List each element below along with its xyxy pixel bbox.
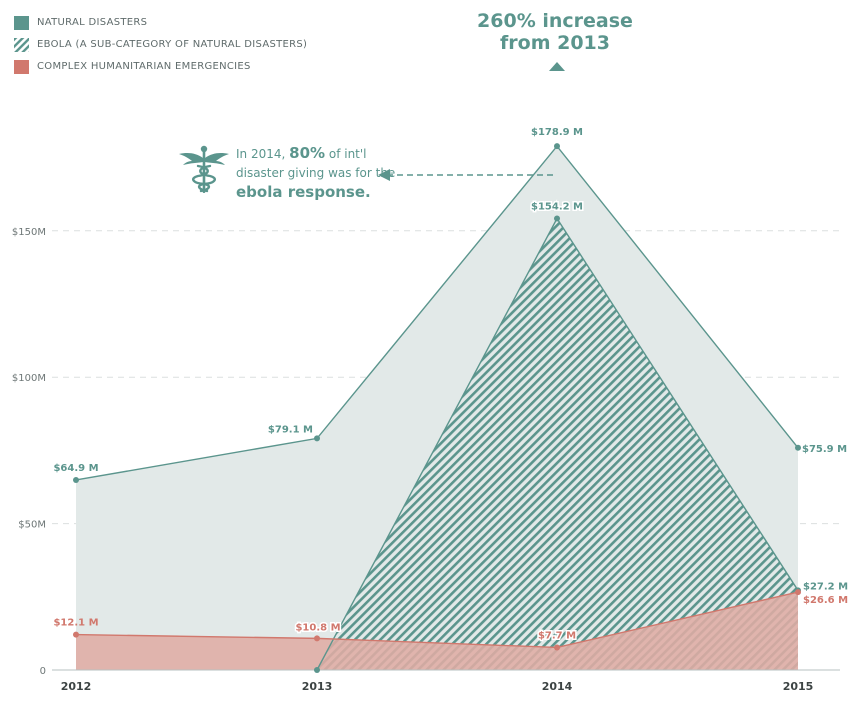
data-label-natural-disasters: $64.9 M bbox=[53, 463, 98, 474]
data-label-ebola: $27.2 M bbox=[803, 581, 848, 592]
data-label-complex-emergencies: $10.8 M bbox=[295, 622, 340, 633]
callout-line-3: ebola response. bbox=[236, 183, 371, 201]
data-label-complex-emergencies: $7.7 M bbox=[538, 630, 576, 641]
data-point-natural-disasters bbox=[554, 143, 560, 150]
legend-swatch-solid-teal bbox=[14, 15, 29, 30]
series-line-complex-emergencies bbox=[75, 591, 799, 649]
legend-swatch-hatch-teal bbox=[14, 37, 29, 52]
y-tick-label: $150M bbox=[12, 227, 46, 238]
legend-label: NATURAL DISASTERS bbox=[37, 17, 148, 28]
data-point-natural-disasters bbox=[795, 444, 801, 451]
data-point-ebola bbox=[314, 667, 320, 673]
x-tick-label: 2012 bbox=[61, 680, 92, 693]
data-point-natural-disasters bbox=[314, 435, 320, 442]
data-label-complex-emergencies: $26.6 M bbox=[803, 595, 848, 606]
data-point-ebola bbox=[554, 215, 560, 222]
callout-text: In 2014, 80% of int'l disaster giving wa… bbox=[236, 144, 395, 202]
data-point-complex-emergencies bbox=[314, 635, 320, 642]
legend-item-natural-disasters: NATURAL DISASTERS bbox=[14, 12, 307, 33]
headline-line-2: from 2013 bbox=[500, 32, 610, 54]
data-point-complex-emergencies bbox=[554, 644, 560, 651]
callout-line-2: disaster giving was for the bbox=[236, 166, 396, 180]
y-tick-label: $50M bbox=[18, 520, 46, 531]
headline-arrow bbox=[549, 62, 565, 71]
callout-part-2: of int'l bbox=[325, 147, 367, 161]
callout-percentage: 80% bbox=[289, 144, 326, 162]
legend-label: EBOLA (A SUB-CATEGORY OF NATURAL DISASTE… bbox=[37, 39, 308, 50]
series-area-complex-emergencies bbox=[76, 592, 798, 670]
legend: NATURAL DISASTERS EBOLA (A SUB-CATEGORY … bbox=[14, 12, 307, 78]
caduceus-icon bbox=[179, 145, 229, 193]
headline-line-1: 260% increase bbox=[477, 10, 633, 32]
y-tick-label: 0 bbox=[40, 666, 46, 677]
data-label-natural-disasters: $79.1 M bbox=[268, 424, 313, 435]
y-tick-label: $100M bbox=[12, 373, 46, 384]
series-area-ebola bbox=[317, 218, 798, 671]
legend-item-ebola: EBOLA (A SUB-CATEGORY OF NATURAL DISASTE… bbox=[14, 34, 307, 55]
data-label-complex-emergencies: $12.1 M bbox=[53, 618, 98, 629]
data-label-natural-disasters: $178.9 M bbox=[531, 127, 583, 138]
callout-arrowhead bbox=[378, 169, 390, 181]
ebola-callout: In 2014, 80% of int'l disaster giving wa… bbox=[178, 144, 395, 202]
series-line-natural-disasters bbox=[75, 145, 799, 481]
data-point-complex-emergencies bbox=[73, 631, 79, 638]
x-tick-label: 2015 bbox=[783, 680, 814, 693]
legend-label: COMPLEX HUMANITARIAN EMERGENCIES bbox=[37, 61, 251, 72]
callout-line-1: In 2014, 80% of int'l bbox=[236, 144, 395, 164]
data-point-natural-disasters bbox=[73, 476, 79, 483]
headline-annotation: 260% increase from 2013 bbox=[470, 10, 640, 54]
data-label-ebola: $154.2 M bbox=[531, 202, 583, 213]
legend-item-complex-emergencies: COMPLEX HUMANITARIAN EMERGENCIES bbox=[14, 56, 307, 77]
data-label-natural-disasters: $75.9 M bbox=[802, 444, 847, 455]
callout-part-1: In 2014, bbox=[236, 147, 290, 161]
x-tick-label: 2014 bbox=[542, 680, 573, 693]
x-tick-label: 2013 bbox=[302, 680, 333, 693]
legend-swatch-solid-red bbox=[14, 59, 29, 74]
data-point-complex-emergencies bbox=[795, 589, 801, 596]
